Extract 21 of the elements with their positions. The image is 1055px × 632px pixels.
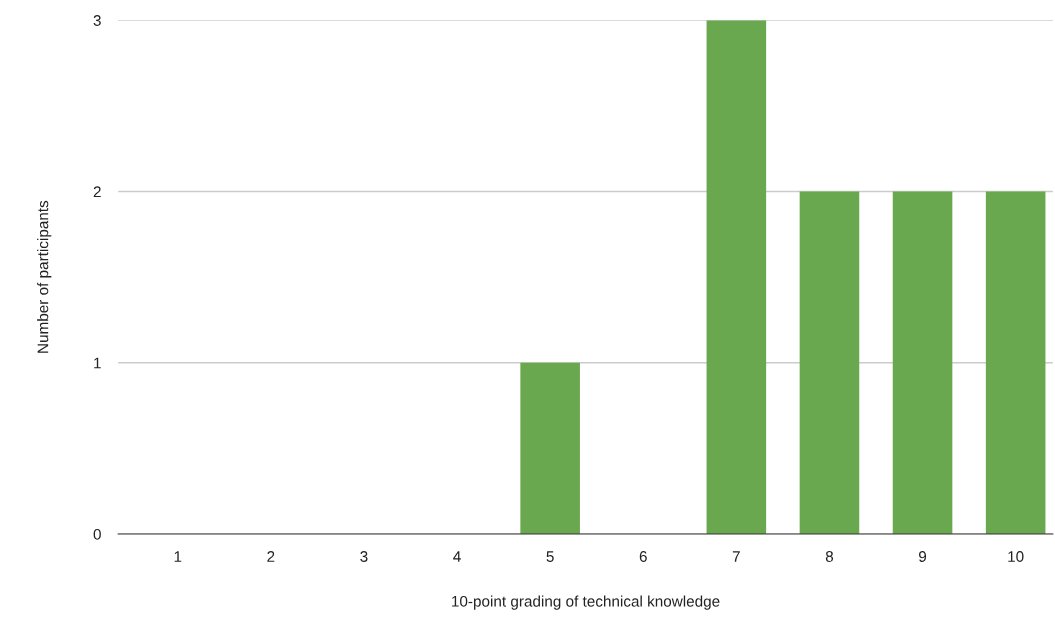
y-axis-title: Number of participants: [37, 200, 52, 353]
bar: [706, 20, 767, 535]
x-tick-label: 9: [919, 551, 927, 562]
x-tick-label: 3: [360, 551, 368, 562]
bar: [985, 191, 1046, 535]
x-tick-label: 5: [546, 551, 554, 562]
y-tick-label: 0: [93, 528, 101, 540]
x-tick-label: 1: [174, 551, 182, 562]
bar: [520, 362, 580, 535]
bar: [799, 191, 860, 535]
y-tick-label: 3: [93, 15, 101, 26]
x-tick-label: 6: [639, 551, 647, 562]
x-tick-label: 2: [267, 551, 275, 562]
x-tick-label: 4: [453, 551, 461, 562]
x-tick-label: 7: [732, 551, 740, 562]
y-tick-label: 1: [94, 357, 101, 369]
y-tick-label: 2: [93, 186, 101, 198]
x-tick-label: 10: [1008, 551, 1024, 562]
x-axis-title: 10-point grading of technical knowledge: [452, 595, 720, 610]
bar: [892, 191, 953, 535]
x-tick-label: 8: [825, 551, 834, 562]
